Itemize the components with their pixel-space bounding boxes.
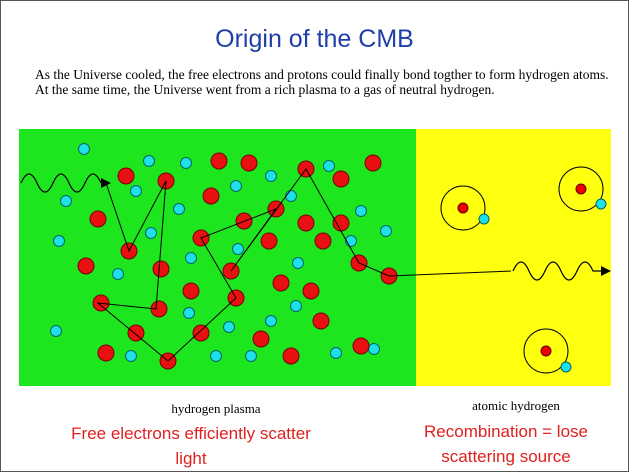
electron (60, 195, 72, 207)
electron (223, 321, 235, 333)
proton (272, 274, 290, 292)
proton (117, 167, 135, 185)
electron (130, 185, 142, 197)
electron (265, 315, 277, 327)
proton (364, 154, 382, 172)
electron (290, 300, 302, 312)
proton (352, 337, 370, 355)
electron (292, 257, 304, 269)
proton (182, 282, 200, 300)
proton (202, 187, 220, 205)
panel-label: atomic hydrogen (472, 398, 560, 413)
proton (127, 324, 145, 342)
proton (302, 282, 320, 300)
electron (145, 227, 157, 239)
proton (150, 300, 168, 318)
electron (355, 205, 367, 217)
proton (240, 154, 258, 172)
proton (152, 260, 170, 278)
electron (232, 243, 244, 255)
proton (77, 257, 95, 275)
atom (440, 185, 490, 231)
electron (180, 157, 192, 169)
electron (210, 350, 222, 362)
electron (245, 350, 257, 362)
proton (192, 324, 210, 342)
electron (50, 325, 62, 337)
electron (125, 350, 137, 362)
hydrogen-panel (416, 129, 611, 386)
electron (230, 180, 242, 192)
electron (183, 307, 195, 319)
electron (368, 343, 380, 355)
electron (78, 143, 90, 155)
proton (332, 214, 350, 232)
atom (558, 166, 607, 212)
panel-label: hydrogen plasma (171, 401, 261, 416)
panel-caption: Free electrons efficiently scatter light (71, 424, 311, 468)
arrowhead (101, 178, 111, 188)
description: As the Universe cooled, the free electro… (35, 67, 609, 97)
electron (173, 203, 185, 215)
electron (185, 252, 197, 264)
panel-caption: Recombination = lose scattering source (424, 422, 588, 466)
electron (143, 155, 155, 167)
proton (297, 214, 315, 232)
proton (89, 210, 107, 228)
photon-path (96, 168, 512, 362)
proton (332, 170, 350, 188)
proton (282, 347, 300, 365)
electron (330, 347, 342, 359)
proton (252, 330, 270, 348)
proton (210, 152, 228, 170)
plasma-panel (19, 129, 416, 386)
electron (265, 170, 277, 182)
proton (97, 344, 115, 362)
proton (314, 232, 332, 250)
electron (380, 225, 392, 237)
electron (53, 235, 65, 247)
proton (260, 232, 278, 250)
electron (112, 268, 124, 280)
atom (523, 328, 572, 374)
electron (323, 160, 335, 172)
proton (312, 312, 330, 330)
incoming-wave (20, 173, 102, 193)
outgoing-wave (512, 261, 601, 281)
title: Origin of the CMB (215, 25, 414, 53)
electron (285, 190, 297, 202)
arrowhead (601, 266, 611, 276)
